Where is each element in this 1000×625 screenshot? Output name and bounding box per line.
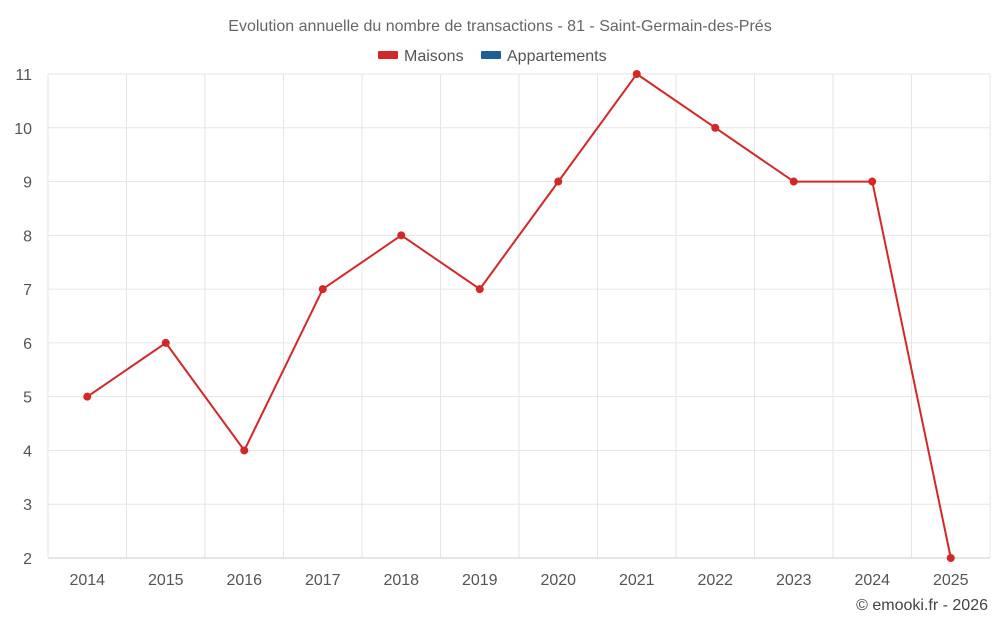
y-tick-label: 3 xyxy=(23,497,32,514)
y-axis: 2 3 4 5 6 7 8 9 10 11 xyxy=(14,67,32,568)
x-tick-label: 2022 xyxy=(697,572,733,589)
data-point[interactable] xyxy=(240,446,249,455)
x-axis: 2014 2015 2016 2017 2018 2019 2020 2021 2022 2023… xyxy=(69,572,968,589)
legend: Maisons Appartements xyxy=(378,48,607,65)
x-tick-label: 2020 xyxy=(540,572,576,589)
y-tick-label: 8 xyxy=(23,228,32,245)
legend-swatch-maisons[interactable] xyxy=(378,51,398,59)
data-point[interactable] xyxy=(397,231,406,240)
chart-title: Evolution annuelle du nombre de transact… xyxy=(228,18,771,35)
data-point[interactable] xyxy=(711,123,720,132)
y-tick-label: 5 xyxy=(23,390,32,407)
series-maisons xyxy=(83,70,955,562)
data-point[interactable] xyxy=(83,392,92,401)
data-point[interactable] xyxy=(789,177,798,186)
x-tick-label: 2019 xyxy=(462,572,498,589)
y-tick-label: 4 xyxy=(23,443,32,460)
series-line-maisons xyxy=(86,73,952,559)
legend-label-maisons[interactable]: Maisons xyxy=(404,48,464,65)
x-tick-label: 2021 xyxy=(619,572,655,589)
y-tick-label: 2 xyxy=(23,551,32,568)
data-point[interactable] xyxy=(868,177,877,186)
y-tick-label: 9 xyxy=(23,175,32,192)
x-tick-label: 2024 xyxy=(854,572,890,589)
data-point[interactable] xyxy=(554,177,563,186)
grid xyxy=(47,73,991,559)
x-tick-label: 2016 xyxy=(226,572,262,589)
credit-text: © emooki.fr - 2026 xyxy=(856,597,988,614)
x-tick-label: 2023 xyxy=(776,572,812,589)
x-tick-label: 2018 xyxy=(383,572,419,589)
x-tick-label: 2025 xyxy=(933,572,969,589)
data-point[interactable] xyxy=(946,554,955,562)
x-tick-label: 2014 xyxy=(69,572,105,589)
x-tick-label: 2015 xyxy=(148,572,184,589)
data-point[interactable] xyxy=(318,285,327,294)
y-tick-label: 11 xyxy=(15,67,32,84)
data-point[interactable] xyxy=(475,285,484,294)
y-tick-label: 7 xyxy=(23,282,32,299)
y-tick-label: 6 xyxy=(23,336,32,353)
legend-label-appartements[interactable]: Appartements xyxy=(507,48,607,65)
data-point[interactable] xyxy=(161,338,170,347)
y-tick-label: 10 xyxy=(14,121,32,138)
legend-swatch-appartements[interactable] xyxy=(481,51,501,59)
data-point[interactable] xyxy=(632,70,641,78)
x-tick-label: 2017 xyxy=(305,572,341,589)
